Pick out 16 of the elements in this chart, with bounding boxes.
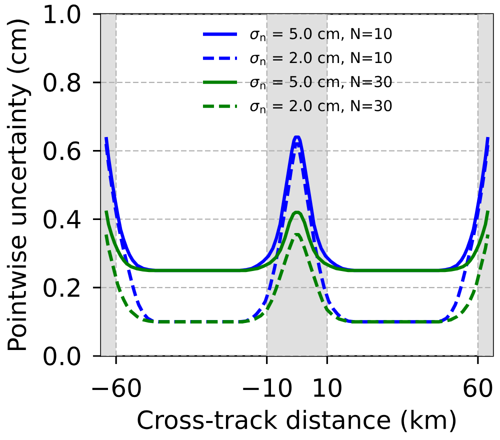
legend-label: σ$_{n}$ = 5.0 cm, N=30 (250, 76, 392, 90)
x-tick-label: 60 (464, 378, 492, 398)
x-tick-label: −10 (243, 378, 292, 398)
x-tick-label: 10 (314, 378, 342, 398)
y-tick-label: 1.0 (44, 4, 80, 24)
y-tick-label: 0.8 (44, 72, 80, 92)
legend-label: σ$_{n}$ = 5.0 cm, N=10 (250, 28, 392, 42)
legend-label: σ$_{n}$ = 2.0 cm, N=10 (250, 52, 392, 66)
y-axis-title: Pointwise uncertainty (cm) (6, 20, 32, 350)
x-tick-label: −60 (92, 378, 141, 398)
x-axis-title: Cross-track distance (km) (138, 410, 456, 432)
legend-label: σ$_{n}$ = 2.0 cm, N=30 (250, 100, 392, 114)
y-tick-label: 0.6 (44, 141, 80, 160)
y-tick-label: 0.4 (44, 210, 80, 229)
y-tick-label: 0.2 (44, 278, 80, 298)
y-tick-label: 0.0 (44, 346, 80, 366)
